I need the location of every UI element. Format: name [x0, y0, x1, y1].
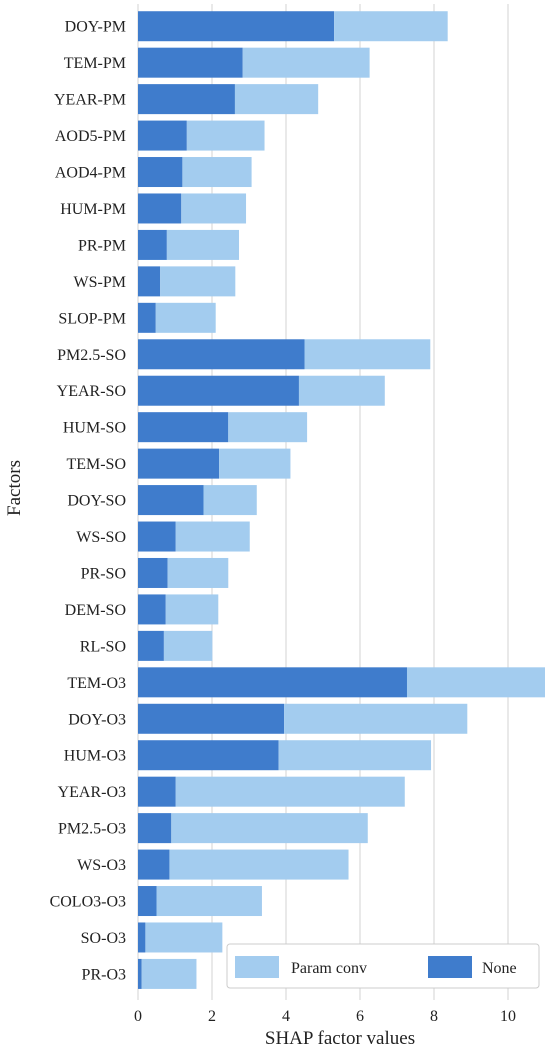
- y-tick-label-ws-o3: WS-O3: [77, 857, 126, 874]
- bar-param-conv-doy-pm: [334, 11, 448, 42]
- y-tick-label-year-so: YEAR-SO: [57, 383, 126, 400]
- bar-param-conv-tem-so: [219, 448, 291, 479]
- bar-none-slop-pm: [138, 302, 156, 333]
- bar-none-pm2-5-so: [138, 339, 305, 370]
- bar-none-hum-o3: [138, 740, 279, 771]
- bar-param-conv-aod4-pm: [182, 157, 252, 188]
- y-tick-label-hum-pm: HUM-PM: [60, 201, 126, 218]
- bar-none-year-o3: [138, 776, 176, 807]
- bar-param-conv-year-o3: [175, 776, 405, 807]
- bar-none-hum-so: [138, 412, 229, 443]
- bar-none-aod5-pm: [138, 120, 187, 151]
- x-axis-label: SHAP factor values: [265, 1028, 415, 1049]
- y-tick-label-pm2-5-so: PM2.5-SO: [57, 347, 126, 364]
- y-tick-labels: DOY-PM TEM-PM YEAR-PM AOD5-PM AOD4-PM HUM-PM P…: [50, 19, 126, 984]
- bar-none-dem-so: [138, 594, 166, 625]
- y-tick-label-tem-pm: TEM-PM: [64, 55, 126, 72]
- y-tick-label-rl-so: RL-SO: [80, 638, 126, 655]
- y-tick-label-tem-o3: TEM-O3: [67, 675, 126, 692]
- y-tick-label-colo3-o3: COLO3-O3: [50, 894, 126, 911]
- bar-param-conv-pr-so: [167, 557, 229, 588]
- bar-param-conv-so-o3: [145, 922, 223, 953]
- bar-param-conv-rl-so: [163, 630, 213, 661]
- bar-none-ws-so: [138, 521, 176, 552]
- y-tick-label-doy-pm: DOY-PM: [65, 19, 126, 36]
- x-tick-label: 6: [356, 1008, 364, 1025]
- y-tick-label-ws-pm: WS-PM: [74, 274, 126, 291]
- bar-none-doy-pm: [138, 11, 335, 42]
- bar-param-conv-hum-so: [228, 412, 308, 443]
- bar-none-so-o3: [138, 922, 146, 953]
- bar-none-year-pm: [138, 84, 235, 115]
- legend-swatch-none: [428, 956, 472, 978]
- y-tick-label-ws-so: WS-SO: [76, 529, 126, 546]
- bar-none-year-so: [138, 375, 299, 406]
- y-tick-label-doy-so: DOY-SO: [67, 493, 126, 510]
- bar-param-conv-slop-pm: [155, 302, 216, 333]
- bar-param-conv-pr-pm: [166, 229, 240, 260]
- bars: [138, 11, 545, 989]
- bar-param-conv-tem-o3: [406, 667, 545, 698]
- bar-none-pr-pm: [138, 229, 167, 260]
- legend-swatch-param-conv: [235, 956, 279, 978]
- bar-none-tem-so: [138, 448, 220, 479]
- bar-param-conv-aod5-pm: [186, 120, 265, 151]
- y-tick-label-hum-o3: HUM-O3: [64, 748, 126, 765]
- x-tick-label: 10: [500, 1008, 516, 1025]
- y-tick-label-so-o3: SO-O3: [81, 930, 126, 947]
- y-tick-label-pr-pm: PR-PM: [78, 237, 126, 254]
- bar-none-tem-pm: [138, 47, 243, 78]
- y-tick-label-pr-o3: PR-O3: [82, 966, 126, 983]
- bar-param-conv-doy-o3: [284, 703, 468, 734]
- bar-param-conv-pm2-5-o3: [171, 813, 368, 844]
- bar-none-pr-so: [138, 557, 168, 588]
- bar-param-conv-ws-pm: [160, 266, 236, 297]
- bar-param-conv-doy-so: [203, 485, 257, 516]
- legend-label-none: None: [482, 960, 517, 977]
- bar-param-conv-ws-so: [175, 521, 250, 552]
- y-tick-label-year-o3: YEAR-O3: [58, 784, 126, 801]
- y-tick-label-pm2-5-o3: PM2.5-O3: [58, 821, 126, 838]
- y-tick-label-pr-so: PR-SO: [81, 565, 126, 582]
- bar-param-conv-hum-pm: [181, 193, 247, 224]
- bar-param-conv-hum-o3: [278, 740, 432, 771]
- bar-param-conv-dem-so: [165, 594, 219, 625]
- y-tick-label-dem-so: DEM-SO: [65, 602, 126, 619]
- bar-param-conv-pm2-5-so: [304, 339, 431, 370]
- y-tick-label-hum-so: HUM-SO: [63, 420, 126, 437]
- bar-none-hum-pm: [138, 193, 182, 224]
- bar-none-colo3-o3: [138, 886, 157, 917]
- bar-param-conv-tem-pm: [242, 47, 370, 78]
- y-tick-label-slop-pm: SLOP-PM: [58, 310, 126, 327]
- x-tick-label: 2: [208, 1008, 216, 1025]
- x-tick-label: 8: [430, 1008, 438, 1025]
- bar-param-conv-year-so: [298, 375, 385, 406]
- bar-param-conv-pr-o3: [141, 958, 197, 989]
- legend-label-param-conv: Param conv: [291, 960, 367, 977]
- y-tick-label-aod5-pm: AOD5-PM: [55, 128, 126, 145]
- bar-none-pr-o3: [138, 958, 142, 989]
- bar-param-conv-colo3-o3: [156, 886, 262, 917]
- legend: Param conv None: [226, 943, 540, 989]
- bar-none-ws-pm: [138, 266, 161, 297]
- bar-none-doy-o3: [138, 703, 285, 734]
- bar-none-rl-so: [138, 630, 164, 661]
- y-tick-label-aod4-pm: AOD4-PM: [55, 165, 126, 182]
- y-tick-label-tem-so: TEM-SO: [66, 456, 126, 473]
- x-tick-labels: 0 2 4 6 8 10: [134, 1008, 516, 1025]
- x-tick-label: 4: [282, 1008, 290, 1025]
- y-tick-label-year-pm: YEAR-PM: [54, 92, 126, 109]
- bar-none-aod4-pm: [138, 157, 183, 188]
- bar-none-pm2-5-o3: [138, 813, 172, 844]
- bar-param-conv-ws-o3: [169, 849, 349, 880]
- bar-none-doy-so: [138, 485, 204, 516]
- bar-param-conv-year-pm: [234, 84, 319, 115]
- y-tick-label-doy-o3: DOY-O3: [68, 711, 126, 728]
- bar-none-ws-o3: [138, 849, 170, 880]
- bar-none-tem-o3: [138, 667, 407, 698]
- y-axis-label: Factors: [4, 460, 25, 516]
- x-tick-label: 0: [134, 1008, 142, 1025]
